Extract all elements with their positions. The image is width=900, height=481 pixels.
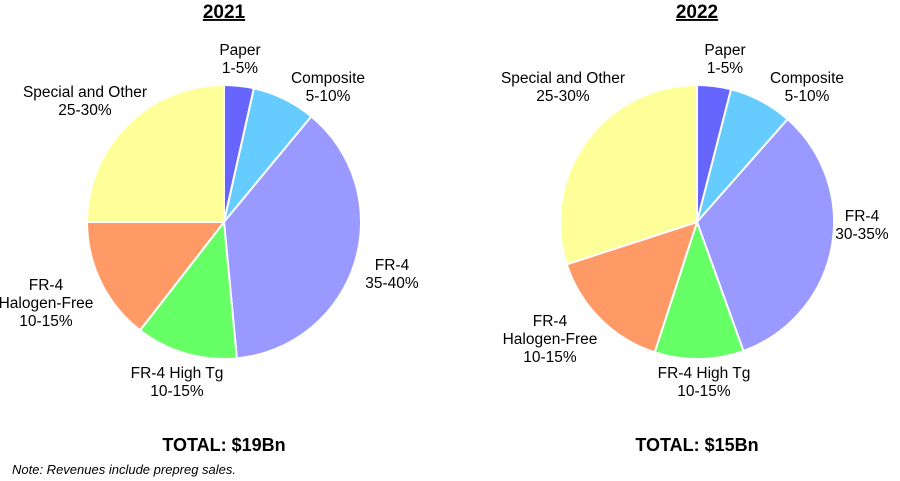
slice-label-composite: Composite 5-10% [770,70,844,105]
slice-label-fr-4: FR-4 30-35% [835,208,889,243]
pie-slice-fr-4-high-tg [653,218,745,360]
pie-chart-2022: 2022 Paper 1-5% Composite 5-10% FR-4 30-35% FR-… [501,2,889,455]
pie-slice-special-and-other [85,83,225,223]
total-label: TOTAL: $15Bn [635,435,758,455]
pie-slice-fr-4 [222,115,362,360]
chart-title: 2022 [676,2,718,23]
pie-slice-fr-4-halogen-free [85,221,227,332]
slice-label-paper: Paper 1-5% [704,42,745,77]
slice-label-fr-4-high-tg: FR-4 High Tg 10-15% [131,365,224,400]
pie-slice-special-and-other [559,83,698,266]
slice-label-fr-4-halogen-free: FR-4 Halogen-Free 10-15% [503,313,598,366]
slice-label-paper: Paper 1-5% [219,42,260,77]
pie-chart-2021: 2021 Paper 1-5% Composite 5-10% FR-4 35-40% FR-… [0,2,419,455]
slice-label-fr-4-halogen-free: FR-4 Halogen-Free 10-15% [0,277,93,330]
footnote: Note: Revenues include prepreg sales. [12,462,237,477]
slice-label-fr-4-high-tg: FR-4 High Tg 10-15% [658,365,751,400]
chart-title: 2021 [203,2,246,23]
pie-slice-fr-4-high-tg [138,219,238,360]
slice-label-composite: Composite 5-10% [291,70,365,105]
slice-label-special-and-other: Special and Other 25-30% [23,84,147,119]
total-label: TOTAL: $19Bn [162,435,285,455]
slice-label-fr-4: FR-4 35-40% [365,257,419,292]
slice-label-special-and-other: Special and Other 25-30% [501,70,625,105]
pie-slice-fr-4 [695,117,835,353]
